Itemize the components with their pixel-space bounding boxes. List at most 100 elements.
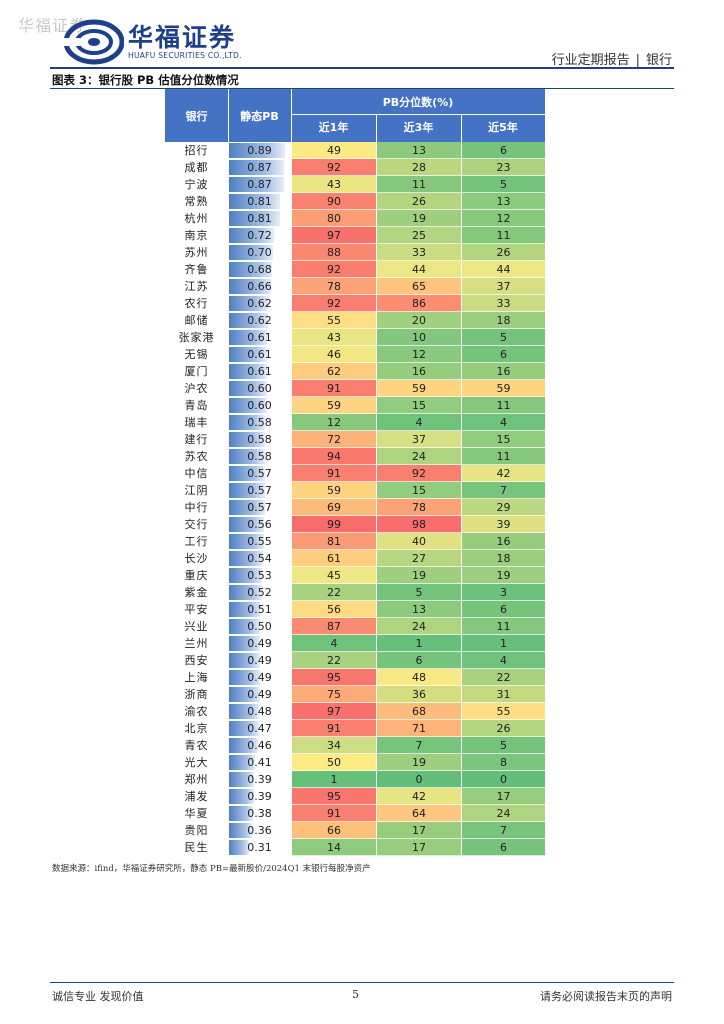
bank-name-cell: 青岛 — [184, 399, 209, 412]
static-pb-cell: 0.38 — [228, 805, 291, 822]
percentile-y3-cell: 68 — [376, 703, 461, 720]
pb-value: 0.58 — [247, 450, 272, 463]
pb-data-bar — [229, 296, 268, 311]
percentile-y3-cell: 36 — [376, 686, 461, 703]
percentile-y1-cell: 80 — [291, 210, 376, 227]
pb-data-bar — [229, 364, 268, 379]
pb-value: 0.87 — [247, 161, 272, 174]
bank-name-cell: 民生 — [184, 841, 209, 854]
percentile-y5-cell: 26 — [461, 720, 545, 737]
static-pb-cell: 0.58 — [228, 448, 291, 465]
static-pb-cell: 0.58 — [228, 431, 291, 448]
percentile-y1-cell: 95 — [291, 669, 376, 686]
percentile-y5-cell: 0 — [461, 771, 545, 788]
percentile-y3-cell: 48 — [376, 669, 461, 686]
pb-value: 0.62 — [247, 314, 272, 327]
percentile-y5-cell: 55 — [461, 703, 545, 720]
pb-value: 0.61 — [247, 348, 272, 361]
logo-english-name: HUAFU SECURITIES CO.,LTD. — [128, 51, 242, 60]
percentile-y5-cell: 18 — [461, 312, 545, 329]
pb-value: 0.36 — [247, 824, 272, 837]
table-row: 平安 0.51 56 13 6 — [165, 601, 545, 618]
percentile-y3-cell: 24 — [376, 448, 461, 465]
pb-value: 0.57 — [247, 501, 272, 514]
pb-value: 0.52 — [247, 586, 272, 599]
percentile-y1-cell: 34 — [291, 737, 376, 754]
pb-data-bar — [229, 806, 253, 821]
pb-value: 0.66 — [247, 280, 272, 293]
pb-data-bar — [229, 381, 267, 396]
percentile-y5-cell: 37 — [461, 278, 545, 295]
percentile-y5-cell: 4 — [461, 414, 545, 431]
pb-data-bar — [229, 466, 265, 481]
percentile-y1-cell: 91 — [291, 465, 376, 482]
percentile-y1-cell: 55 — [291, 312, 376, 329]
percentile-y5-cell: 3 — [461, 584, 545, 601]
static-pb-cell: 0.49 — [228, 635, 291, 652]
static-pb-cell: 0.62 — [228, 295, 291, 312]
percentile-y3-cell: 42 — [376, 788, 461, 805]
pb-data-bar — [229, 755, 255, 770]
percentile-y3-cell: 92 — [376, 465, 461, 482]
static-pb-cell: 0.50 — [228, 618, 291, 635]
static-pb-cell: 0.61 — [228, 346, 291, 363]
percentile-y1-cell: 97 — [291, 227, 376, 244]
percentile-y5-cell: 44 — [461, 261, 545, 278]
pb-value: 0.49 — [247, 637, 272, 650]
static-pb-cell: 0.57 — [228, 465, 291, 482]
static-pb-cell: 0.62 — [228, 312, 291, 329]
percentile-y5-cell: 1 — [461, 635, 545, 652]
header-divider — [228, 89, 229, 142]
static-pb-cell: 0.55 — [228, 533, 291, 550]
pb-data-bar — [229, 177, 284, 192]
percentile-y5-cell: 16 — [461, 363, 545, 380]
percentile-y1-cell: 12 — [291, 414, 376, 431]
pb-value: 0.51 — [247, 603, 272, 616]
pb-value: 0.58 — [247, 416, 272, 429]
percentile-y3-cell: 37 — [376, 431, 461, 448]
percentile-y5-cell: 5 — [461, 737, 545, 754]
bank-name-cell: 宁波 — [184, 178, 209, 191]
table-row: 苏州 0.70 88 33 26 — [165, 244, 545, 261]
percentile-y3-cell: 10 — [376, 329, 461, 346]
percentile-y5-cell: 7 — [461, 822, 545, 839]
pb-value: 0.70 — [247, 246, 272, 259]
percentile-y3-cell: 98 — [376, 516, 461, 533]
pb-value: 0.60 — [247, 382, 272, 395]
percentile-y3-cell: 71 — [376, 720, 461, 737]
header-bank: 银行 — [185, 110, 208, 123]
report-type: 行业定期报告 — [551, 53, 630, 68]
percentile-y1-cell: 14 — [291, 839, 376, 856]
pb-data-bar — [229, 313, 268, 328]
table-row: 兴业 0.50 87 24 11 — [165, 618, 545, 635]
percentile-y1-cell: 69 — [291, 499, 376, 516]
static-pb-cell: 0.39 — [228, 788, 291, 805]
percentile-y5-cell: 29 — [461, 499, 545, 516]
pb-data-bar — [229, 432, 266, 447]
pb-data-bar — [229, 721, 259, 736]
pb-value: 0.58 — [247, 433, 272, 446]
table-row: 民生 0.31 14 17 6 — [165, 839, 545, 856]
bank-name-cell: 紫金 — [184, 586, 209, 599]
static-pb-cell: 0.52 — [228, 584, 291, 601]
table-row: 渝农 0.48 97 68 55 — [165, 703, 545, 720]
static-pb-cell: 0.54 — [228, 550, 291, 567]
pb-value: 0.39 — [247, 790, 272, 803]
percentile-y1-cell: 90 — [291, 193, 376, 210]
pb-value: 0.39 — [247, 773, 272, 786]
page-number: 5 — [352, 988, 359, 1001]
table-row: 中行 0.57 69 78 29 — [165, 499, 545, 516]
bank-name-cell: 郑州 — [184, 773, 209, 786]
huafu-swirl-icon — [64, 19, 124, 65]
static-pb-cell: 0.87 — [228, 176, 291, 193]
percentile-y5-cell: 6 — [461, 142, 545, 159]
percentile-y5-cell: 17 — [461, 788, 545, 805]
percentile-y3-cell: 24 — [376, 618, 461, 635]
static-pb-cell: 0.53 — [228, 567, 291, 584]
bank-name-cell: 建行 — [184, 433, 209, 446]
table-row: 瑞丰 0.58 12 4 4 — [165, 414, 545, 431]
percentile-y1-cell: 97 — [291, 703, 376, 720]
bank-name-cell: 西安 — [184, 654, 209, 667]
static-pb-cell: 0.89 — [228, 142, 291, 159]
static-pb-cell: 0.57 — [228, 482, 291, 499]
